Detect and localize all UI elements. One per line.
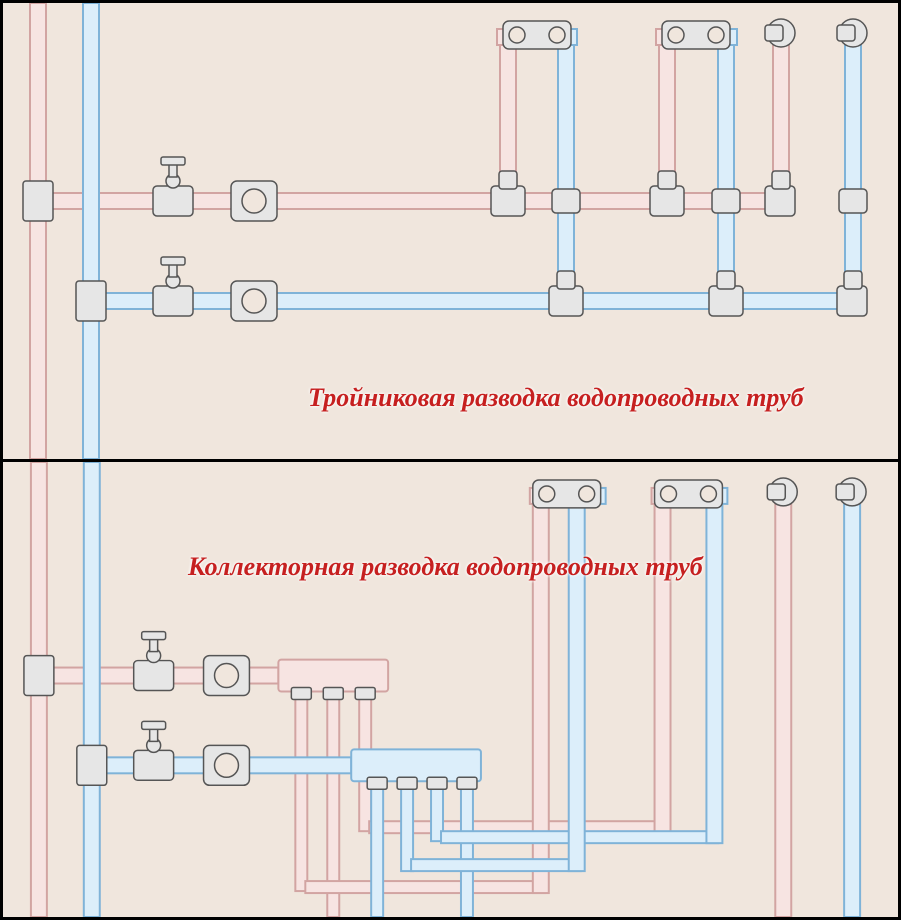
caption-collector: Коллекторная разводка водопроводных труб <box>188 552 703 582</box>
diagram-collector <box>3 462 898 917</box>
valve-icon <box>153 157 277 221</box>
panel-tee-layout: Тройниковая разводка водопроводных труб <box>3 3 898 462</box>
caption-tee: Тройниковая разводка водопроводных труб <box>308 383 804 413</box>
page: Тройниковая разводка водопроводных труб <box>0 0 901 920</box>
panel-collector-layout: Коллекторная разводка водопроводных труб <box>3 462 898 917</box>
